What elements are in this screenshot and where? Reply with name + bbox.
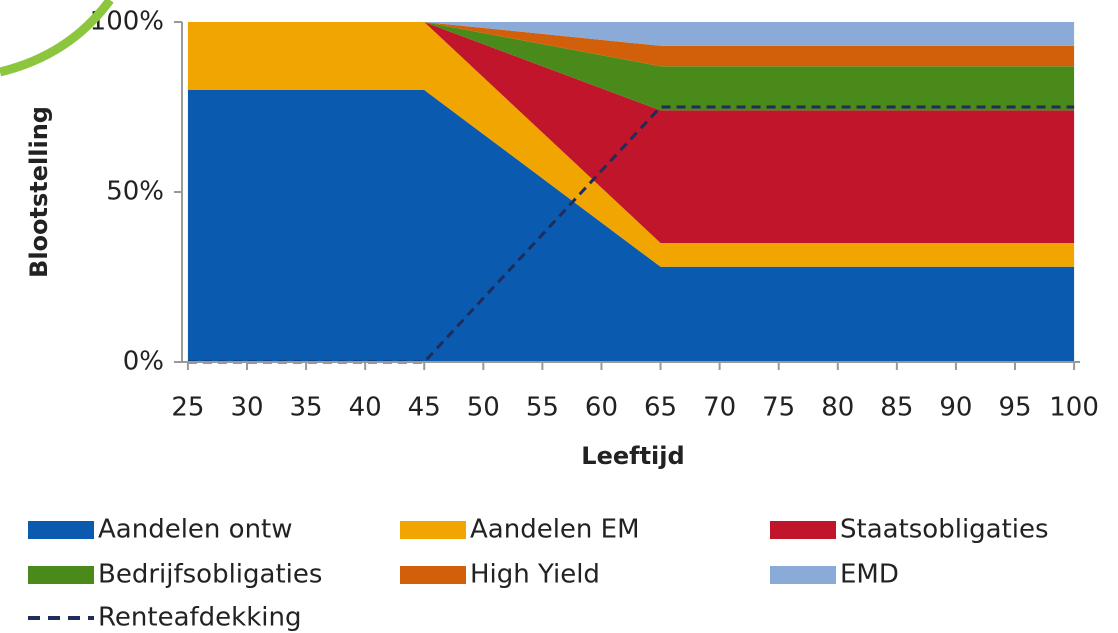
x-tick-label: 60 (585, 393, 618, 423)
x-tick-label: 85 (880, 393, 913, 423)
y-tick-label: 0% (123, 347, 164, 377)
x-tick-label: 55 (526, 393, 559, 423)
x-tick-label: 25 (171, 393, 204, 423)
x-tick-label: 90 (939, 393, 972, 423)
legend-swatch (28, 566, 94, 584)
area (187, 90, 1075, 362)
y-axis-label: Blootstelling (25, 106, 53, 278)
x-tick-label: 75 (762, 393, 795, 423)
area (187, 22, 1075, 67)
decoration (0, 0, 114, 77)
legend-swatch (770, 521, 836, 539)
legend-label: EMD (840, 560, 899, 590)
area (187, 22, 1075, 46)
legend-label: High Yield (470, 560, 600, 590)
x-tick-label: 30 (230, 393, 263, 423)
x-tick-label: 80 (821, 393, 854, 423)
x-tick-label: 100 (1049, 393, 1099, 423)
legend-label: Aandelen ontw (98, 515, 293, 545)
x-tick-label: 70 (703, 393, 736, 423)
legend-label: Staatsobligaties (840, 515, 1049, 545)
line (187, 105, 1075, 364)
x-axis-label: Leeftijd (581, 442, 684, 470)
y-tick-label: 50% (106, 177, 164, 207)
x-tick-label: 35 (290, 393, 323, 423)
legend-swatch (400, 566, 466, 584)
legend-label: Aandelen EM (470, 515, 640, 545)
legend-label: Renteafdekking (98, 603, 301, 633)
area (187, 22, 1075, 267)
x-tick-label: 65 (644, 393, 677, 423)
legend-swatch (770, 566, 836, 584)
x-tick-label: 40 (349, 393, 382, 423)
x-tick-label: 45 (408, 393, 441, 423)
x-tick-label: 50 (467, 393, 500, 423)
area (187, 22, 1075, 111)
legend-swatch (28, 521, 94, 539)
legend-label: Bedrijfsobligaties (98, 560, 322, 590)
x-tick-label: 95 (998, 393, 1031, 423)
legend-swatch (400, 521, 466, 539)
area (187, 22, 1075, 243)
